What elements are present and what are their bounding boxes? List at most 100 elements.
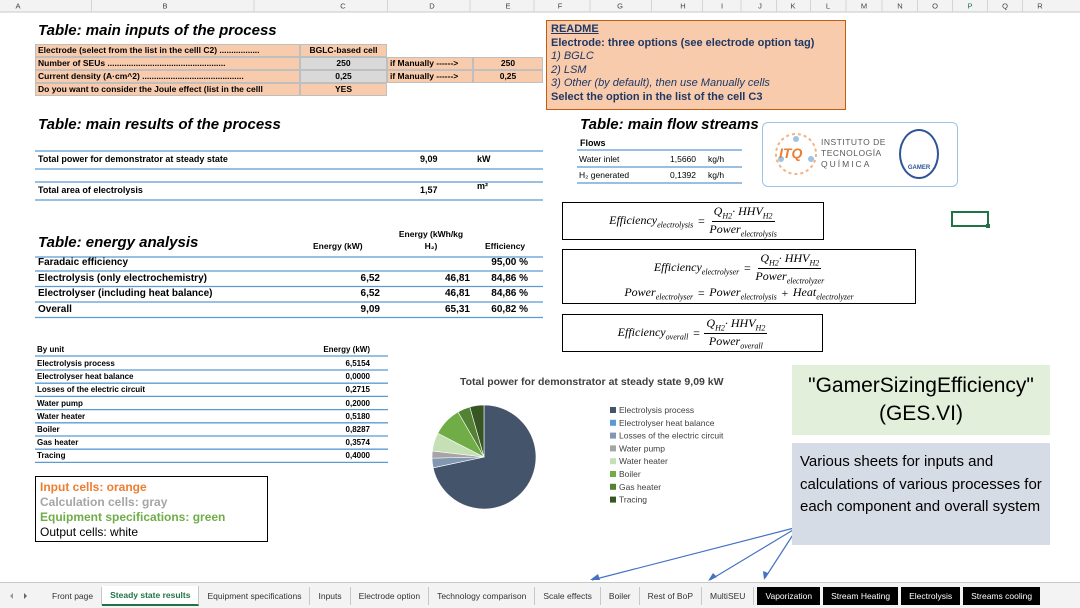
input-cell: Current density (A·cm^2) ...............…: [35, 70, 300, 83]
sheet-tab[interactable]: Vaporization: [757, 587, 821, 605]
key-line: Equipment specifications: green: [40, 510, 226, 524]
column-letter: I: [721, 2, 723, 11]
input-cell: Do you want to consider the Joule effect…: [35, 83, 300, 96]
input-cell: YES: [300, 83, 387, 96]
result-label: Total area of electrolysis: [38, 185, 143, 195]
sheet-tab[interactable]: Rest of BoP: [640, 587, 702, 605]
energy-header: Efficiency: [485, 241, 526, 251]
equation-term: · HHVH2: [725, 316, 765, 332]
unit-value: 0,0000: [345, 372, 370, 382]
sheet-tab[interactable]: Stream Heating: [823, 587, 899, 605]
energy-kw: 6,52: [360, 272, 380, 284]
unit-header: Energy (kW): [323, 345, 370, 354]
energy-label: Electrolysis (only electrochemistry): [38, 272, 207, 284]
energy-label: Electrolyser (including heat balance): [38, 288, 213, 299]
inputs-title: Table: main inputs of the process: [38, 22, 277, 39]
institute-line: QUÍMICA: [821, 159, 872, 169]
equation-term: +: [781, 286, 789, 301]
equation-symbol: +: [780, 285, 789, 300]
selected-cell[interactable]: [951, 211, 989, 227]
column-letter: Q: [1002, 2, 1008, 11]
column-letter: F: [558, 2, 563, 11]
energy-kwh: 65,31: [444, 303, 470, 315]
equation-line: Powerelectrolyser = Powerelectrolysis + Heat…: [624, 285, 853, 301]
equation-term: Efficiencyelectrolysis: [609, 213, 693, 229]
flow-unit: kg/h: [708, 170, 725, 180]
equation-symbol: =: [692, 325, 701, 340]
equation-subscript: electrolyzer: [816, 292, 854, 302]
legend-swatch: [610, 407, 616, 413]
flows-title: Table: main flow streams: [580, 116, 759, 133]
sheet-tabs: Front page Steady state results Equipment …: [0, 582, 1080, 608]
equation-term: =: [743, 261, 751, 276]
sheet-tab[interactable]: Inputs: [310, 587, 351, 605]
sheet-tab[interactable]: MultiSEU: [702, 587, 755, 605]
energy-kwh: 46,81: [444, 272, 470, 284]
input-cell: Electrode (select from the list in the c…: [35, 44, 300, 57]
column-letter: L: [826, 2, 830, 11]
result-unit: kW: [477, 154, 491, 164]
input-cell: Number of SEUs .........................…: [35, 57, 300, 70]
column-letter: D: [429, 2, 435, 11]
fill-handle[interactable]: [986, 224, 990, 228]
sheet-tab[interactable]: Scale effects: [535, 587, 601, 605]
equation-symbol: Efficiency: [653, 260, 702, 275]
flow-name: Water inlet: [579, 154, 620, 164]
flow-name: H₂ generated: [579, 170, 630, 180]
equation-subscript: electrolysis: [657, 220, 694, 230]
legend-swatch: [610, 432, 616, 439]
equation-subscript: electrolyzer: [786, 276, 825, 286]
equation-term: Powerelectrolysis: [709, 221, 776, 238]
equation-symbol: Power: [709, 221, 741, 236]
column-letter: K: [790, 2, 795, 11]
equation-term: QH2: [714, 204, 732, 220]
institute-line: TECNOLOGÍA: [821, 148, 882, 158]
result-label: Total power for demonstrator at steady s…: [38, 154, 228, 164]
equation-term: · HHVH2: [778, 251, 819, 267]
ges-box: "GamerSizingEfficiency" (GES.VI): [792, 365, 1050, 435]
unit-value: 6,5154: [345, 359, 370, 368]
equation-term: Powerelectrolyzer: [755, 269, 825, 286]
equation-symbol: · HHV: [732, 204, 763, 219]
sheet-tab[interactable]: Front page: [44, 587, 103, 605]
equation-symbol: =: [697, 285, 706, 300]
sheet-tab[interactable]: Steady state results: [102, 586, 200, 606]
equation-box: Efficiencyelectrolyser = QH2· HHVH2 Powerel…: [562, 249, 916, 304]
sheet-tab[interactable]: Streams cooling: [963, 587, 1041, 605]
equation-symbol: =: [743, 260, 752, 275]
sheet-tab[interactable]: Equipment specifications: [199, 587, 311, 605]
note-box: Various sheets for inputs and calculatio…: [792, 443, 1050, 545]
energy-title: Table: energy analysis: [38, 234, 199, 251]
pie-slice: [432, 404, 537, 510]
column-letter: R: [1037, 2, 1043, 11]
equation-symbol: · HHV: [778, 251, 810, 266]
unit-name: Electrolyser heat balance: [37, 372, 134, 382]
sheet-tab[interactable]: Technology comparison: [429, 587, 536, 605]
legend-swatch: [610, 471, 616, 477]
column-letter: A: [15, 2, 20, 11]
column-letter: J: [758, 2, 762, 11]
energy-efficiency: 84,86 %: [491, 272, 528, 284]
tab-nav[interactable]: [0, 587, 44, 605]
equation-symbol: Power: [624, 285, 656, 300]
readme-line: Electrode: three options (see electrode …: [551, 36, 815, 49]
sheet-tab[interactable]: Electrolysis: [901, 587, 961, 605]
sheet-tab[interactable]: Electrode option: [351, 587, 430, 605]
column-letter: E: [505, 2, 510, 11]
unit-name: Water heater: [37, 411, 86, 421]
legend-label: Water pump: [619, 443, 665, 453]
energy-kw: 9,09: [360, 303, 380, 315]
energy-label: Faradaic efficiency: [38, 257, 129, 268]
energy-efficiency: 95,00 %: [491, 257, 528, 268]
input-cell: 250: [473, 57, 543, 70]
ges-line: "GamerSizingEfficiency": [808, 374, 1034, 397]
equation-symbol: Q: [706, 316, 716, 331]
key-line: Calculation cells: gray: [40, 495, 168, 509]
sheet-tab[interactable]: Boiler: [601, 587, 640, 605]
legend-label: Water heater: [619, 456, 668, 466]
energy-label: Overall: [38, 303, 72, 315]
legend-label: Tracing: [619, 495, 647, 505]
readme-box: README Electrode: three options (see ele…: [546, 20, 846, 110]
equation-line: Efficiencyelectrolyser = QH2· HHVH2 Powerel…: [654, 251, 824, 285]
